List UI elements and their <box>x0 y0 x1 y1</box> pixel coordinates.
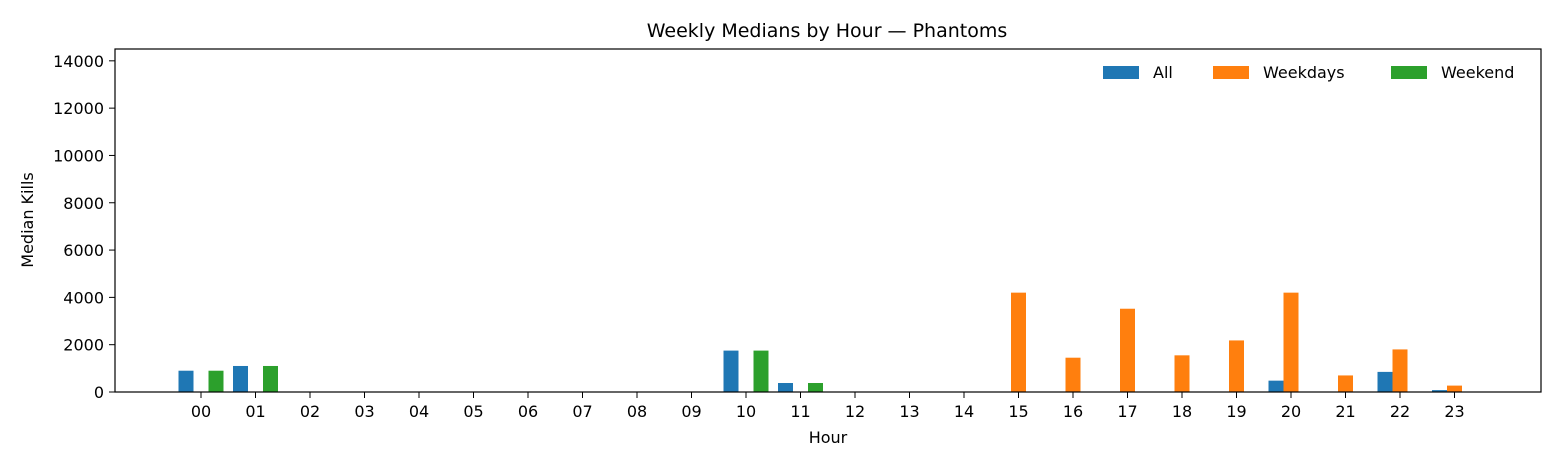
legend-swatch-weekend <box>1391 66 1427 79</box>
x-tick-label: 07 <box>572 402 592 421</box>
bar-weekdays-17 <box>1120 308 1135 392</box>
legend-swatch-weekdays <box>1213 66 1249 79</box>
bar-weekdays-15 <box>1011 292 1026 392</box>
x-tick-label: 08 <box>627 402 647 421</box>
legend-label-all: All <box>1153 63 1173 82</box>
x-tick-label: 04 <box>409 402 429 421</box>
bar-all-10 <box>723 350 739 392</box>
x-axis: 00 01 02 03 04 05 06 07 08 09 10 11 12 13 14 15 16 17 18 19… <box>191 392 1465 421</box>
x-tick-label: 21 <box>1335 402 1355 421</box>
x-tick-label: 22 <box>1390 402 1410 421</box>
bar-weekdays-18 <box>1174 355 1190 392</box>
x-tick-label: 00 <box>191 402 211 421</box>
bar-weekdays-22 <box>1392 349 1408 392</box>
bar-weekdays-23 <box>1447 385 1462 392</box>
bar-all-11 <box>778 383 793 392</box>
y-tick-label: 2000 <box>63 336 104 355</box>
x-tick-label: 18 <box>1172 402 1192 421</box>
bars-group <box>178 292 1462 392</box>
y-tick-label: 8000 <box>63 194 104 213</box>
x-tick-label: 13 <box>899 402 919 421</box>
bar-weekend-00 <box>208 370 224 392</box>
bar-weekend-11 <box>808 383 823 392</box>
y-tick-label: 14000 <box>53 52 104 71</box>
x-tick-label: 20 <box>1281 402 1301 421</box>
x-tick-label: 03 <box>354 402 374 421</box>
legend-label-weekdays: Weekdays <box>1263 63 1345 82</box>
bar-weekdays-19 <box>1229 340 1244 392</box>
y-tick-label: 6000 <box>63 241 104 260</box>
bar-all-23 <box>1432 390 1447 392</box>
bar-all-20 <box>1268 380 1284 392</box>
x-tick-label: 23 <box>1444 402 1464 421</box>
x-tick-label: 15 <box>1008 402 1028 421</box>
y-tick-label: 10000 <box>53 146 104 165</box>
bar-weekend-01 <box>263 365 278 392</box>
bar-weekend-10 <box>753 350 769 392</box>
x-tick-label: 09 <box>681 402 701 421</box>
y-axis: 0 2000 4000 6000 8000 10000 12000 14000 <box>53 52 115 402</box>
bar-weekdays-21 <box>1338 375 1353 392</box>
bar-weekdays-16 <box>1065 357 1081 392</box>
x-tick-label: 11 <box>790 402 810 421</box>
bar-weekdays-20 <box>1283 292 1299 392</box>
x-tick-label: 10 <box>736 402 756 421</box>
x-axis-label: Hour <box>809 428 848 447</box>
x-tick-label: 06 <box>518 402 538 421</box>
x-tick-label: 02 <box>300 402 320 421</box>
bar-all-00 <box>178 370 194 392</box>
y-axis-label: Median Kills <box>18 172 37 267</box>
bar-all-22 <box>1377 371 1393 392</box>
legend-label-weekend: Weekend <box>1441 63 1514 82</box>
x-tick-label: 05 <box>463 402 483 421</box>
x-tick-label: 14 <box>954 402 974 421</box>
legend: All Weekdays Weekend <box>1103 63 1514 82</box>
y-tick-label: 4000 <box>63 288 104 307</box>
chart-title: Weekly Medians by Hour — Phantoms <box>647 20 1008 42</box>
legend-swatch-all <box>1103 66 1139 79</box>
x-tick-label: 17 <box>1117 402 1137 421</box>
bar-all-01 <box>233 365 248 392</box>
x-tick-label: 19 <box>1226 402 1246 421</box>
x-tick-label: 12 <box>845 402 865 421</box>
x-tick-label: 16 <box>1063 402 1083 421</box>
y-tick-label: 0 <box>94 383 104 402</box>
x-tick-label: 01 <box>245 402 265 421</box>
y-tick-label: 12000 <box>53 99 104 118</box>
plot-frame <box>114 48 1542 393</box>
